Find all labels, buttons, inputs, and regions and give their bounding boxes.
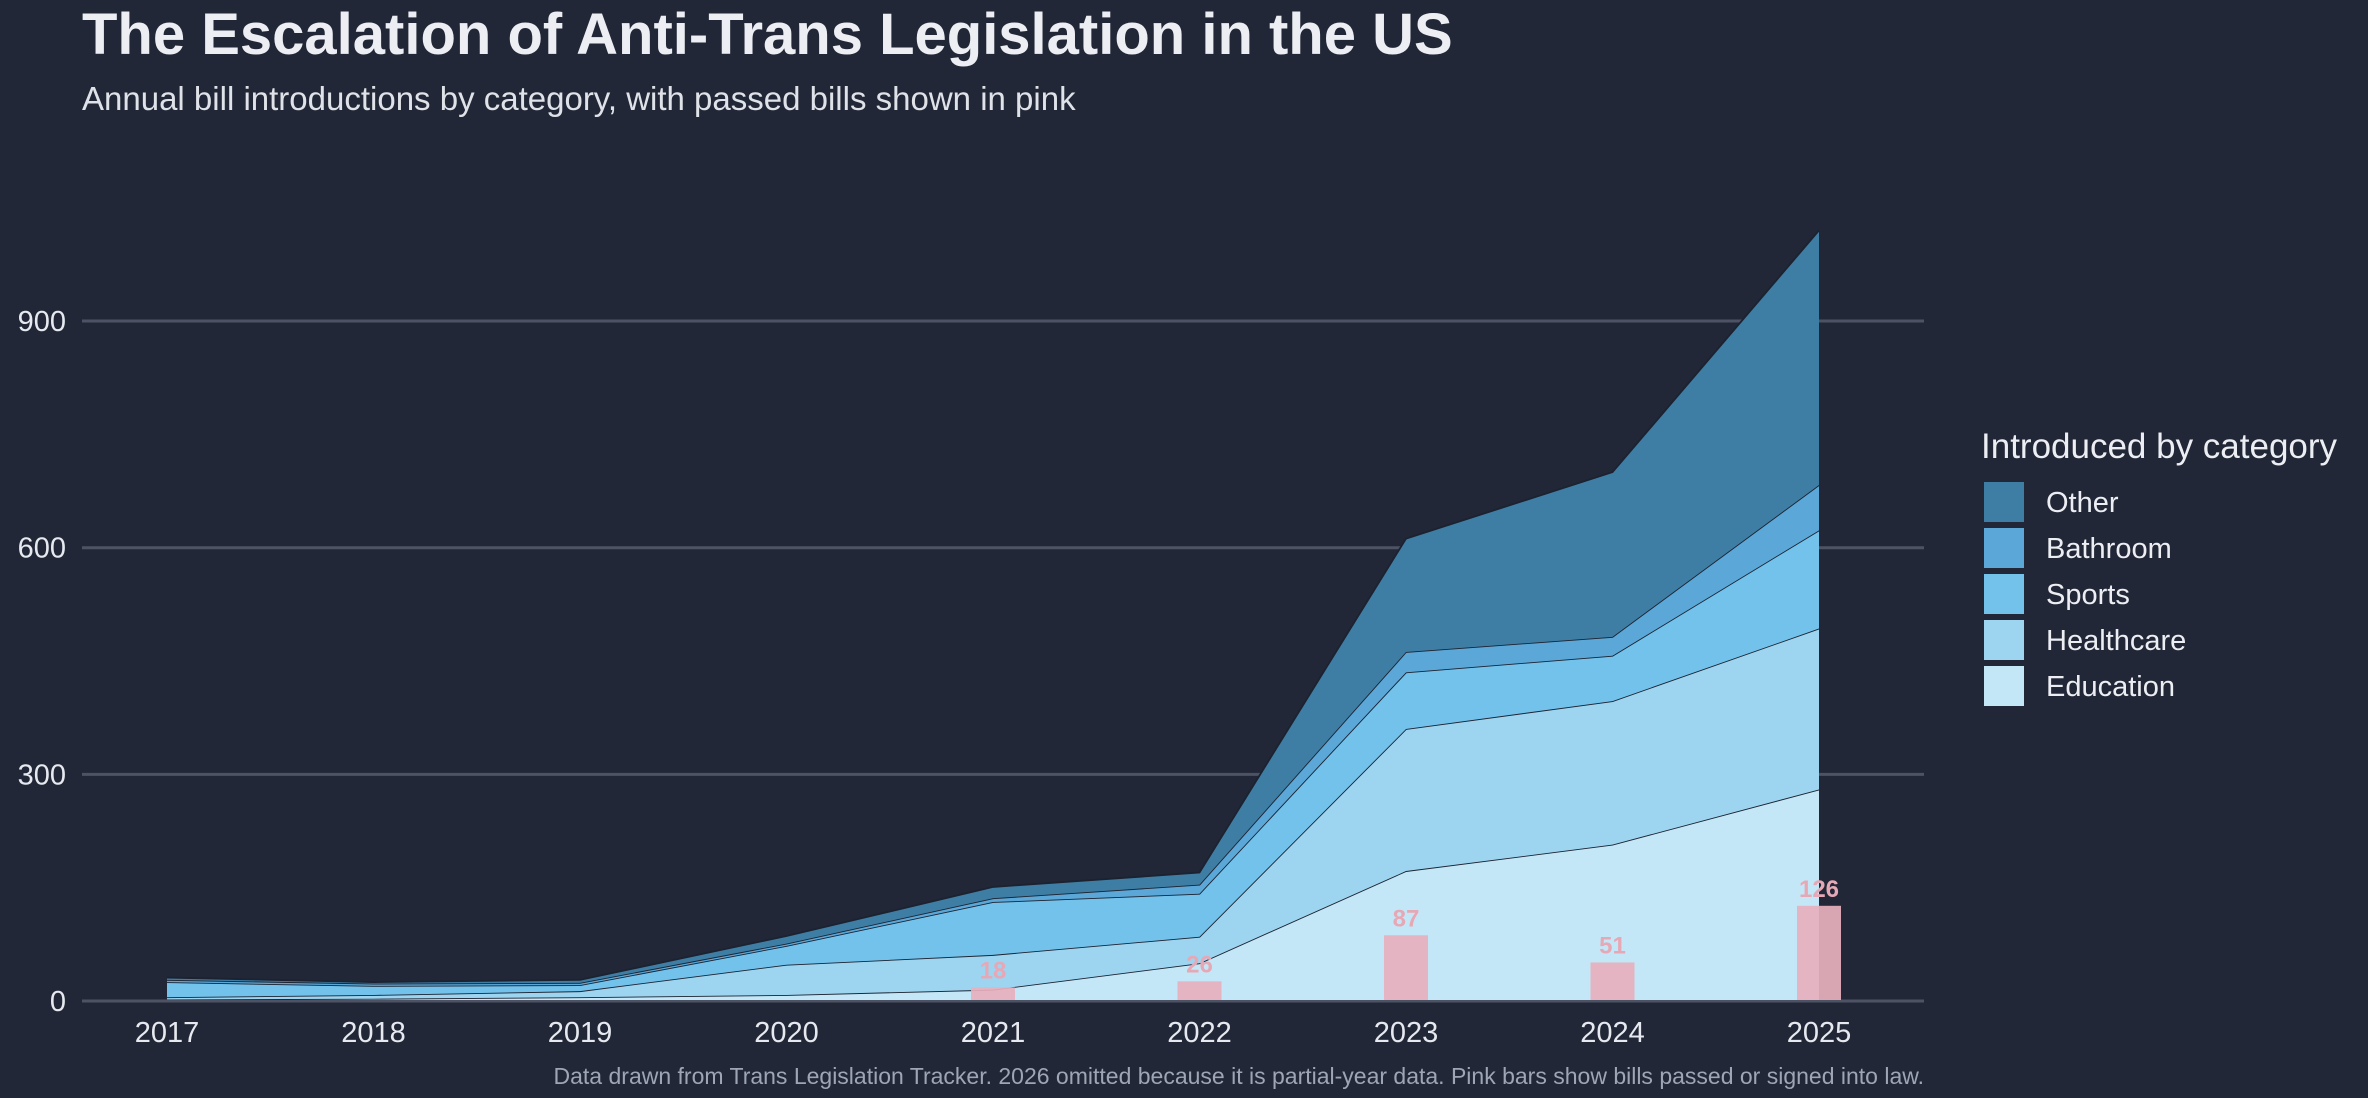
legend-title: Introduced by category — [1981, 427, 2338, 466]
y-tick-label: 300 — [18, 759, 66, 791]
legend-swatch-bathroom — [1984, 528, 2024, 568]
x-tick-label: 2020 — [754, 1017, 819, 1049]
x-tick-label: 2021 — [961, 1017, 1026, 1049]
chart-subtitle: Annual bill introductions by category, w… — [82, 80, 1076, 117]
x-tick-label: 2019 — [548, 1017, 613, 1049]
y-tick-label: 600 — [18, 533, 66, 565]
legend-swatch-healthcare — [1984, 620, 2024, 660]
y-axis: 0 300 600 900 — [18, 306, 66, 1018]
x-tick-label: 2022 — [1167, 1017, 1232, 1049]
passed-bar-label: 51 — [1599, 932, 1626, 959]
chart-title: The Escalation of Anti-Trans Legislation… — [82, 2, 1453, 67]
legend-swatch-other — [1984, 482, 2024, 522]
passed-bar-label: 18 — [980, 957, 1007, 984]
passed-bar — [1177, 981, 1222, 1001]
x-tick-label: 2025 — [1787, 1017, 1852, 1049]
passed-bar-label: 26 — [1186, 951, 1213, 978]
passed-bar-label: 126 — [1799, 876, 1839, 903]
legend-swatch-sports — [1984, 574, 2024, 614]
passed-bar-label: 87 — [1393, 905, 1420, 932]
legend-swatch-education — [1984, 666, 2024, 706]
legend-label-bathroom: Bathroom — [2046, 533, 2172, 565]
legend-label-sports: Sports — [2046, 579, 2130, 611]
passed-bar — [1590, 962, 1635, 1001]
area-other — [167, 230, 1819, 984]
x-tick-label: 2018 — [341, 1017, 406, 1049]
passed-bar — [1797, 905, 1841, 1001]
x-tick-label: 2023 — [1374, 1017, 1439, 1049]
area-healthcare — [167, 628, 1819, 1000]
legend-label-education: Education — [2046, 671, 2175, 703]
legend-label-healthcare: Healthcare — [2046, 625, 2186, 657]
y-tick-label: 0 — [50, 986, 66, 1018]
stacked-areas — [166, 229, 1820, 1001]
chart-caption: Data drawn from Trans Legislation Tracke… — [554, 1063, 1924, 1089]
area-boundary-other — [166, 229, 1820, 984]
legend: Introduced by category Other Bathroom Spor… — [1981, 427, 2338, 706]
x-tick-label: 2017 — [135, 1017, 200, 1049]
passed-bar — [1384, 935, 1428, 1001]
passed-bars: 18 26 87 51 126 — [971, 876, 1841, 1001]
y-tick-label: 900 — [18, 306, 66, 338]
passed-bar — [971, 987, 1015, 1001]
x-axis: 2017 2018 2019 2020 2021 2022 2023 2024 2025 — [82, 1000, 1924, 1049]
legend-label-other: Other — [2046, 487, 2119, 519]
area-sports — [167, 530, 1819, 998]
x-tick-label: 2024 — [1580, 1017, 1645, 1049]
